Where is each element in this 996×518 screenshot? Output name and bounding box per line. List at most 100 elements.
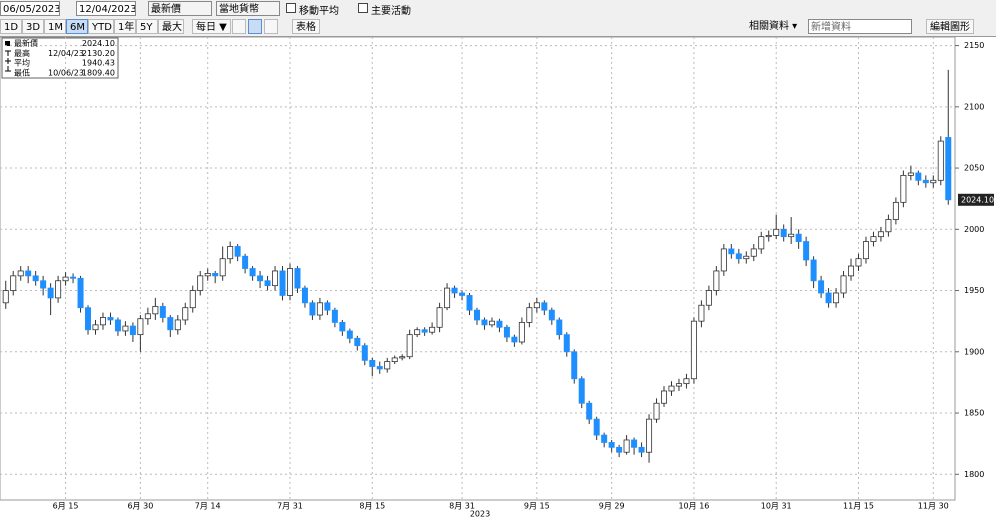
- legend-frame: [1, 37, 119, 79]
- candle-body: [316, 302, 323, 316]
- candle-body: [750, 248, 757, 257]
- candle-body: [541, 302, 548, 311]
- legend-date: 10/06/23: [48, 68, 84, 77]
- candle-body: [279, 270, 286, 296]
- candle-body: [473, 309, 480, 321]
- candle-body: [937, 140, 944, 181]
- candle-body: [2, 290, 9, 304]
- candle-body: [705, 290, 712, 306]
- candle-body: [331, 309, 338, 323]
- range-button[interactable]: 1M: [44, 19, 66, 34]
- candle-body: [885, 219, 892, 233]
- candle-body: [848, 265, 855, 277]
- candle-body: [840, 275, 847, 294]
- candle-body: [10, 275, 17, 291]
- candle-body: [728, 248, 735, 255]
- candle-body: [481, 319, 488, 326]
- candle-body: [234, 246, 241, 257]
- candle-body: [227, 246, 234, 260]
- candle-body: [556, 319, 563, 336]
- candle-body: [833, 292, 840, 304]
- candle-body: [107, 317, 114, 321]
- candle-body: [683, 378, 690, 385]
- candle-body: [369, 359, 376, 367]
- button[interactable]: [232, 19, 246, 34]
- currency[interactable]: 當地貨幣: [216, 1, 280, 16]
- candle-body: [735, 253, 742, 260]
- range-button[interactable]: 6M: [66, 19, 88, 34]
- price-field[interactable]: 最新價: [148, 1, 212, 16]
- candle-body: [503, 326, 510, 338]
- y-tick-label: 1800: [964, 470, 984, 479]
- legend-label: 平均: [14, 58, 30, 68]
- range-button[interactable]: 1年: [114, 19, 136, 34]
- candle-body: [668, 385, 675, 392]
- end-date[interactable]: 12/04/2023: [76, 1, 136, 16]
- edit-chart[interactable]: 編輯圖形: [926, 19, 974, 34]
- legend-icon: [5, 58, 11, 64]
- candle-body: [32, 275, 39, 282]
- checkbox-label: 移動平均: [299, 6, 339, 17]
- add-data[interactable]: 新增資料: [808, 19, 912, 34]
- range-button[interactable]: 5Y: [136, 19, 158, 34]
- candle-body: [114, 319, 121, 332]
- candle-body: [646, 418, 653, 453]
- range-button[interactable]: 1D: [0, 19, 22, 34]
- candle-body: [361, 345, 368, 361]
- x-tick-label: 9月 15: [524, 502, 550, 511]
- plot-area: [0, 36, 956, 501]
- candle-body: [77, 277, 84, 309]
- candle-body: [675, 383, 682, 387]
- candle-body: [900, 175, 907, 203]
- checkbox[interactable]: [358, 3, 368, 13]
- candle-body: [264, 280, 271, 287]
- legend-icon: [5, 41, 10, 46]
- candle-body: [877, 231, 884, 238]
- button[interactable]: [264, 19, 278, 34]
- candle-body: [915, 172, 922, 181]
- candle-body: [907, 172, 914, 176]
- legend-value: 1940.43: [82, 59, 115, 68]
- candle-body: [862, 241, 869, 260]
- candle-body: [197, 275, 204, 291]
- candle-body: [339, 321, 346, 332]
- checkbox-label: 主要活動: [371, 6, 411, 17]
- table-button[interactable]: 表格: [292, 19, 320, 34]
- legend-value: 1809.40: [82, 68, 115, 77]
- candle-body: [159, 306, 166, 318]
- candle-body: [661, 390, 668, 404]
- y-tick-label: 2050: [964, 164, 984, 173]
- candle-body: [70, 276, 77, 279]
- candle-body: [593, 418, 600, 436]
- candle-body: [189, 290, 196, 309]
- x-tick-label: 6月 30: [127, 502, 153, 511]
- y-tick-label: 2100: [964, 102, 984, 111]
- candle-body: [219, 258, 226, 277]
- candle-body: [421, 329, 428, 333]
- frequency[interactable]: 每日 ▼: [192, 19, 231, 34]
- y-tick-label: 1900: [964, 347, 984, 356]
- candle-body: [488, 320, 495, 326]
- range-button[interactable]: 3D: [22, 19, 44, 34]
- candle-body: [204, 272, 211, 277]
- candle-body: [825, 292, 832, 304]
- legend-box: [1, 37, 119, 79]
- candle-body: [758, 236, 765, 250]
- range-button[interactable]: 最大: [158, 19, 184, 34]
- legend-icon: [5, 50, 11, 56]
- button[interactable]: [248, 19, 262, 34]
- checkbox[interactable]: [286, 3, 296, 13]
- candle-body: [720, 248, 727, 272]
- candle-body: [92, 324, 99, 331]
- candle-body: [257, 275, 264, 282]
- legend-label: 最高: [14, 48, 30, 58]
- start-date[interactable]: 06/05/2023: [0, 1, 60, 16]
- related-data[interactable]: 相關資料 ▾: [749, 21, 798, 32]
- candle-body: [818, 280, 825, 294]
- candle-body: [773, 228, 780, 236]
- range-button[interactable]: YTD: [88, 19, 114, 34]
- candle-body: [743, 255, 750, 260]
- x-tick-label: 10月 16: [678, 502, 709, 511]
- candle-body: [99, 317, 106, 326]
